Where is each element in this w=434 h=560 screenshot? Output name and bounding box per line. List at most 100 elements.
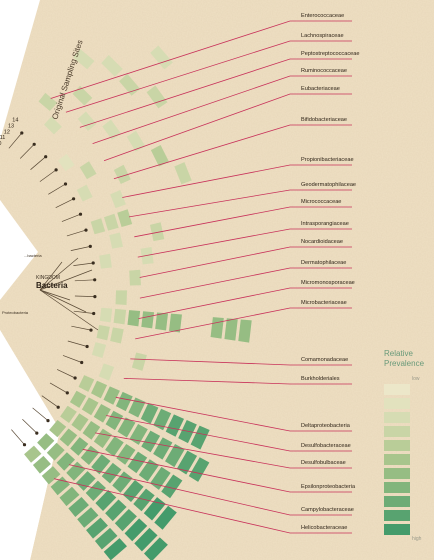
heatmap-cell [91, 342, 107, 359]
heatmap-cell [56, 452, 76, 471]
family-connector [130, 358, 352, 366]
legend-low-label: low [412, 376, 420, 382]
heatmap-cell [91, 380, 108, 399]
family-connector [135, 307, 352, 340]
heatmap-cell [95, 490, 117, 512]
heatmap-cell [150, 144, 169, 167]
family-connector [95, 432, 352, 469]
heatmap-cell [75, 471, 96, 491]
heatmap-cell [41, 466, 61, 485]
heatmap-cell [93, 428, 113, 449]
tree-branch [48, 183, 66, 195]
heatmap-cell [155, 312, 169, 331]
tree-node [93, 278, 97, 282]
tree-branch [55, 198, 74, 209]
family-labels: Enterococcaceae Lachnospiraceae Peptostrep… [301, 13, 359, 531]
heatmap-cell [190, 425, 210, 450]
tree-node [84, 228, 88, 232]
tree-branch [67, 340, 88, 347]
tree-node [63, 182, 68, 186]
heatmap-cell [68, 497, 89, 517]
tree-node [20, 131, 24, 135]
heatmap-cell [110, 189, 126, 209]
tree-node [92, 311, 96, 316]
heatmap-cell [103, 538, 127, 560]
family-label: Desulfobulbaceae [301, 460, 346, 466]
family-connector [92, 75, 352, 144]
family-label: Deltaproteobacteria [301, 423, 351, 429]
family-connector [139, 267, 352, 299]
kingdom-name: Bacteria [36, 281, 68, 290]
family-connector [115, 396, 352, 432]
heatmap-cell [153, 408, 172, 431]
heatmap-cell [210, 317, 224, 339]
tree-branch [73, 310, 94, 314]
heatmap-cell [78, 375, 95, 392]
heatmap-cell [82, 421, 101, 440]
legend-swatch [384, 524, 410, 535]
legend-swatch [384, 398, 410, 409]
family-connector [106, 415, 352, 452]
family-label: Comamonadaceae [301, 357, 348, 363]
tree-node [80, 360, 84, 365]
heatmap-cell [114, 508, 137, 532]
heatmap-cell [117, 417, 136, 438]
heatmap-cell [57, 153, 75, 172]
tree-node [78, 212, 83, 216]
heatmap-cell [138, 459, 159, 482]
tree-branch [49, 382, 68, 394]
legend-swatch [384, 454, 410, 465]
heatmap-cell [101, 462, 122, 484]
tree-branch [56, 369, 76, 379]
heatmap-cell [165, 443, 185, 468]
tree-branch [39, 289, 99, 331]
heatmap-cell [165, 414, 185, 437]
heatmap-cell [174, 162, 192, 185]
heatmap-cell [103, 386, 120, 405]
heatmap-cell [94, 527, 118, 550]
heatmap-cell [150, 45, 173, 70]
heatmap-cell [93, 404, 111, 423]
tree-node [73, 376, 77, 380]
tree-node [85, 344, 89, 349]
family-label: Eubacteriaceae [301, 86, 340, 92]
legend-high-label: high [412, 536, 422, 542]
tree-node [54, 168, 58, 172]
heatmap-cell [105, 410, 124, 431]
heatmap-cell [37, 433, 55, 451]
heatmap-cell [143, 537, 168, 560]
tree-branch [30, 156, 46, 170]
heatmap-cell [224, 318, 238, 341]
heatmap-cell [127, 310, 141, 327]
heatmap-cell [140, 403, 159, 424]
family-label: Intrasporangiaceae [301, 221, 349, 227]
heatmap-cell [113, 164, 131, 185]
legend-swatch [384, 510, 410, 521]
inner-label-proteobacteria: Proteobacteria [2, 310, 29, 315]
sampling-site-numbers: 1413121110090807060504030201 [0, 118, 18, 147]
heatmap-cell [43, 116, 62, 135]
tree-branch [39, 257, 79, 291]
heatmap-cell [46, 442, 65, 461]
heatmap-cell [90, 218, 106, 235]
family-connector [68, 464, 352, 516]
heatmap-cell [169, 313, 182, 333]
family-label: Helicobacteraceae [301, 525, 347, 531]
inner-label-bacteria: ...bacteria [24, 253, 42, 258]
sampling-site-number: 13 [8, 124, 14, 130]
tree-branch [73, 262, 94, 266]
heatmap-cell [99, 307, 113, 323]
tree-branch [62, 355, 82, 363]
heatmap-cell [161, 474, 183, 499]
family-label: Campylobacteraceae [301, 507, 354, 513]
family-connector [138, 287, 352, 319]
heatmap-cell [60, 405, 77, 424]
family-connector [122, 164, 352, 198]
family-label: Geodermatophilaceae [301, 182, 356, 188]
tree-node [32, 142, 36, 146]
heatmap-cell [105, 499, 127, 522]
heatmap-cell [115, 391, 133, 412]
legend-swatch [384, 482, 410, 493]
family-label: Lachnospiraceae [301, 33, 344, 39]
tree-branch [39, 169, 57, 182]
